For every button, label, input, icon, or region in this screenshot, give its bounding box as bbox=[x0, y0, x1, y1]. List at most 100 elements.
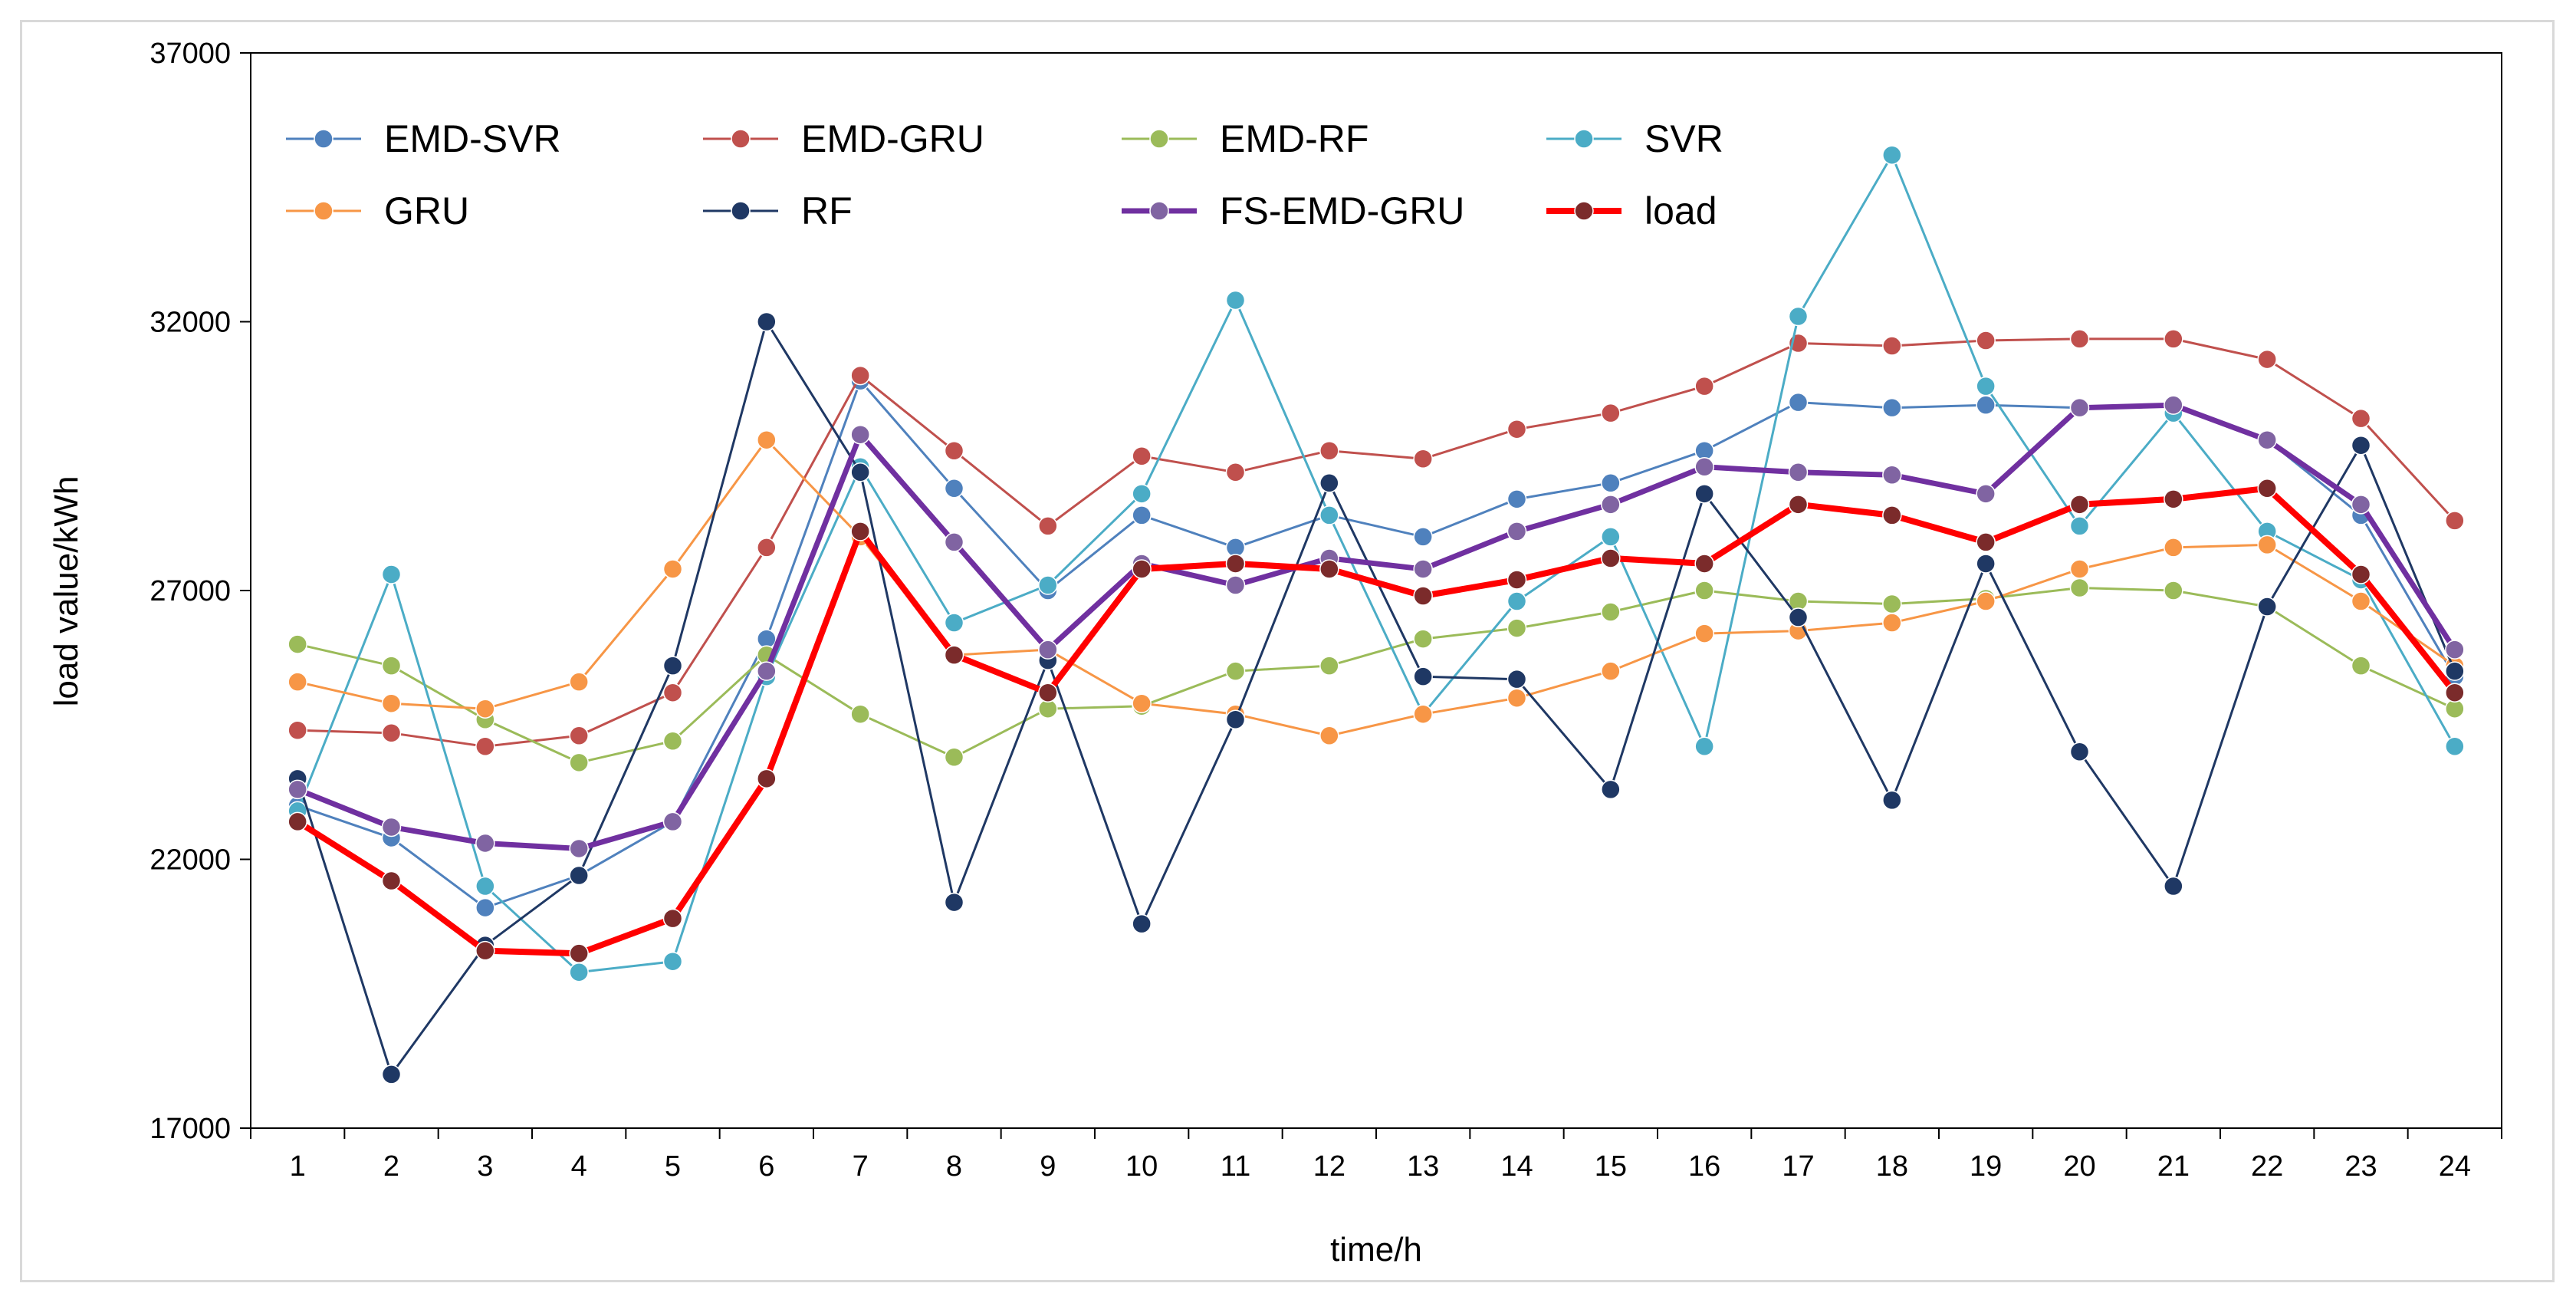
x-tick-label: 9 bbox=[1040, 1150, 1056, 1183]
data-point bbox=[1788, 495, 1809, 515]
data-point bbox=[1601, 661, 1621, 681]
plot-area bbox=[250, 52, 2502, 1129]
legend-label: RF bbox=[801, 189, 853, 232]
x-tick-label: 5 bbox=[665, 1150, 681, 1183]
data-point bbox=[475, 833, 495, 854]
data-point bbox=[944, 747, 964, 768]
data-point bbox=[2164, 489, 2183, 509]
legend-label: load bbox=[1644, 189, 1717, 232]
data-point bbox=[1694, 624, 1714, 643]
data-point bbox=[1694, 581, 1714, 600]
legend-entry: GRU bbox=[286, 189, 469, 232]
data-point bbox=[1694, 457, 1714, 477]
y-axis-title: load value/kWh bbox=[48, 476, 85, 707]
data-point bbox=[475, 699, 495, 719]
data-point bbox=[757, 538, 777, 558]
data-point bbox=[475, 876, 495, 897]
x-tick-label: 10 bbox=[1125, 1150, 1158, 1183]
data-point bbox=[381, 693, 402, 713]
data-point bbox=[662, 731, 683, 752]
data-point bbox=[2257, 597, 2277, 617]
legend-entry: SVR bbox=[1546, 117, 1723, 160]
x-tick-label: 14 bbox=[1500, 1150, 1533, 1183]
data-point bbox=[1976, 484, 1996, 504]
x-tick-label: 18 bbox=[1876, 1150, 1908, 1183]
legend-entry: RF bbox=[703, 189, 853, 232]
series-line bbox=[297, 439, 2456, 737]
data-point bbox=[662, 683, 683, 703]
x-tick-label: 22 bbox=[2251, 1150, 2283, 1183]
data-point bbox=[2257, 479, 2277, 498]
series-svr bbox=[288, 145, 2465, 982]
data-point bbox=[288, 720, 307, 741]
data-point bbox=[757, 768, 777, 789]
data-point bbox=[2069, 559, 2090, 579]
data-point bbox=[1506, 489, 1527, 509]
legend-label: FS-EMD-GRU bbox=[1220, 189, 1464, 232]
legend-entry: EMD-GRU bbox=[703, 117, 984, 160]
data-point bbox=[2351, 495, 2371, 515]
x-tick-label: 15 bbox=[1595, 1150, 1627, 1183]
legend-entry: EMD-SVR bbox=[286, 117, 561, 160]
data-point bbox=[2164, 329, 2183, 349]
x-tick-label: 7 bbox=[853, 1150, 869, 1183]
data-point bbox=[1319, 726, 1339, 746]
x-tick-label: 13 bbox=[1407, 1150, 1439, 1183]
data-point bbox=[1319, 473, 1339, 493]
x-tick-label: 6 bbox=[758, 1150, 774, 1183]
legend-entry: FS-EMD-GRU bbox=[1122, 189, 1464, 232]
data-point bbox=[2164, 395, 2183, 415]
data-point bbox=[1976, 395, 1996, 415]
data-point bbox=[2069, 516, 2090, 536]
legend-swatch-marker bbox=[1574, 201, 1594, 221]
data-point bbox=[2069, 329, 2090, 349]
series-line bbox=[296, 485, 2457, 957]
data-point bbox=[662, 559, 683, 579]
data-point bbox=[288, 672, 307, 692]
data-point bbox=[662, 811, 683, 832]
y-tick-label: 17000 bbox=[150, 1113, 231, 1145]
data-point bbox=[1788, 306, 1809, 327]
data-point bbox=[2351, 435, 2371, 456]
data-point bbox=[381, 870, 402, 891]
data-point bbox=[1976, 554, 1996, 574]
data-point bbox=[2164, 876, 2183, 897]
data-point bbox=[1038, 516, 1058, 536]
data-point bbox=[1694, 736, 1714, 757]
data-point bbox=[2257, 349, 2277, 370]
data-point bbox=[1413, 527, 1433, 547]
x-tick-label: 3 bbox=[477, 1150, 493, 1183]
series-line bbox=[296, 153, 2456, 974]
data-point bbox=[1882, 790, 1902, 811]
data-point bbox=[1788, 607, 1809, 627]
data-point bbox=[1882, 505, 1902, 525]
data-point bbox=[944, 613, 964, 633]
x-tick-label: 8 bbox=[946, 1150, 962, 1183]
legend-label: EMD-GRU bbox=[801, 117, 984, 160]
data-point bbox=[757, 429, 777, 450]
data-point bbox=[569, 962, 589, 982]
data-point bbox=[1601, 548, 1621, 568]
data-point bbox=[2445, 683, 2465, 703]
data-point bbox=[1694, 484, 1714, 504]
data-point bbox=[1882, 465, 1902, 485]
y-tick-label: 22000 bbox=[150, 844, 231, 877]
data-point bbox=[1225, 575, 1246, 595]
legend-swatch-marker bbox=[731, 129, 751, 149]
data-point bbox=[1882, 613, 1902, 633]
data-point bbox=[569, 865, 589, 886]
data-point bbox=[381, 564, 402, 584]
data-point bbox=[569, 943, 589, 963]
x-tick-label: 23 bbox=[2344, 1150, 2377, 1183]
data-point bbox=[1601, 473, 1621, 493]
data-point bbox=[569, 752, 589, 773]
x-tick-label: 24 bbox=[2439, 1150, 2471, 1183]
y-tick-label: 37000 bbox=[150, 38, 231, 70]
data-point bbox=[1225, 554, 1246, 574]
data-point bbox=[2351, 591, 2371, 611]
data-point bbox=[1132, 913, 1152, 934]
data-point bbox=[2351, 564, 2371, 584]
data-point bbox=[1132, 559, 1152, 579]
data-point bbox=[475, 736, 495, 757]
legend-swatch-marker bbox=[1574, 129, 1594, 149]
